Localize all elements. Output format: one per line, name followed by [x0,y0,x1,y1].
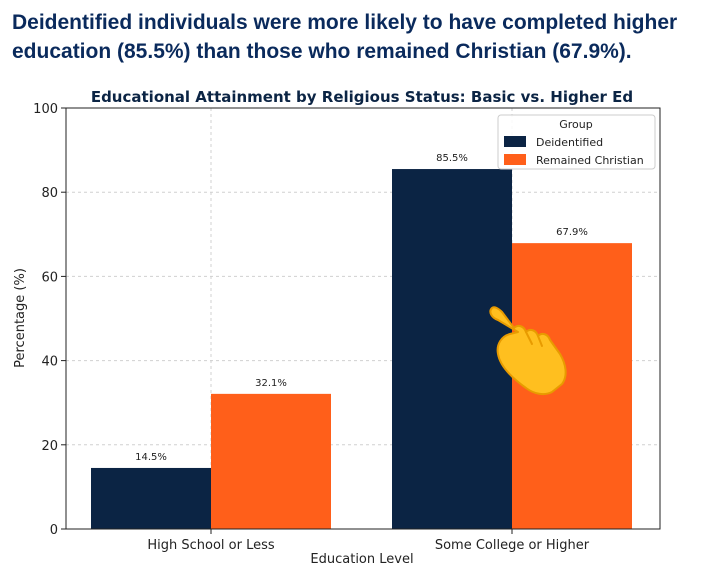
x-tick-label: High School or Less [147,538,275,553]
y-tick-label: 80 [41,186,58,201]
legend-swatch [504,136,526,147]
y-tick-label: 100 [33,102,58,117]
x-tick-label: Some College or Higher [435,538,590,553]
bar-value-label: 32.1% [255,378,287,389]
legend-box [497,114,656,170]
bar-value-label: 67.9% [556,227,588,238]
axes [65,107,661,530]
ticks: 0 20 40 60 80 100 High School or Less Some Coll… [33,102,590,553]
headline: Deidentified individuals were more likel… [12,11,678,63]
bar-deidentified [91,467,211,529]
y-tick-label: 0 [50,523,58,538]
legend-label: Remained Christian [536,154,644,167]
legend-label: Deidentified [536,136,603,149]
bar-deidentified [392,169,512,530]
legend-title: Group [559,118,593,131]
bar-value-label: 14.5% [135,452,167,463]
y-axis-label: Percentage (%) [13,268,28,368]
x-axis-label: Education Level [310,552,413,567]
legend: Group Deidentified Remained Christian [497,114,656,170]
legend-swatch [504,154,526,165]
plot-frame [65,107,661,530]
data-labels: 14.5% 85.5% 32.1% 67.9% [135,153,588,463]
y-tick-label: 60 [41,270,58,285]
bar-value-label: 85.5% [436,153,468,164]
pointing-hand-icon [489,306,567,396]
y-tick-label: 20 [41,439,58,454]
chart-title: Educational Attainment by Religious Stat… [91,88,633,106]
bar-remained-christian [211,393,331,529]
y-tick-label: 40 [41,355,58,370]
